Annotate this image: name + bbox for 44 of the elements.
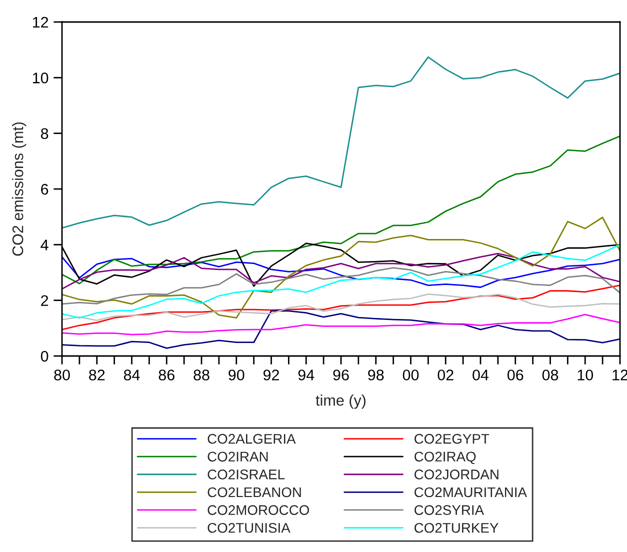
x-tick-label: 10: [578, 370, 594, 380]
x-tick-label: 80: [54, 370, 70, 380]
x-tick-label: 92: [263, 370, 279, 380]
x-tick-label: 08: [542, 370, 558, 380]
legend-label: CO2TURKEY: [414, 522, 498, 533]
x-tick-label: 06: [507, 370, 524, 380]
legend-label: CO2ALGERIA: [208, 434, 296, 444]
legend-label: CO2TUNISIA: [208, 522, 290, 533]
y-tick-label: 0: [40, 350, 48, 362]
legend-label: CO2EGYPT: [414, 434, 490, 444]
legend-label: CO2IRAQ: [414, 452, 476, 464]
line-series: [62, 267, 620, 305]
legend-label: CO2IRAN: [208, 452, 268, 462]
y-tick-label: 2: [41, 295, 48, 306]
y-tick-label: 10: [32, 72, 48, 84]
x-tick-label: 00: [402, 370, 419, 380]
legend-label: CO2SYRIA: [414, 505, 484, 515]
line-series: [62, 135, 620, 284]
legend-label: CO2MAURITANIA: [414, 487, 527, 498]
y-axis-title: CO2 emissions (mt): [12, 122, 26, 256]
x-tick-label: 96: [333, 370, 349, 380]
x-axis-title: time (y): [316, 394, 366, 409]
x-tick-label: 88: [194, 370, 210, 380]
line-series: [62, 314, 620, 336]
x-tick-label: 98: [368, 370, 384, 380]
line-series: [62, 310, 620, 349]
x-tick-label: 86: [158, 370, 174, 380]
y-tick-label: 6: [41, 184, 48, 195]
legend-label: CO2MOROCCO: [208, 505, 310, 515]
x-tick-label: 02: [438, 370, 454, 380]
legend-label: CO2LEBANON: [208, 487, 301, 498]
x-tick-label: 84: [124, 370, 140, 380]
x-tick-label: 04: [472, 370, 489, 380]
y-tick-label: 12: [32, 16, 48, 28]
line-series: [62, 284, 620, 330]
legend-label: CO2ISRAEL: [208, 470, 285, 480]
x-tick-label: 90: [228, 370, 244, 380]
line-series: [62, 56, 620, 229]
x-tick-label: 94: [298, 370, 314, 380]
x-tick-label: 82: [89, 370, 105, 380]
y-tick-label: 8: [40, 128, 48, 140]
line-series: [62, 294, 620, 322]
legend-label: CO2JORDAN: [414, 470, 498, 480]
y-tick-label: 4: [40, 240, 48, 250]
